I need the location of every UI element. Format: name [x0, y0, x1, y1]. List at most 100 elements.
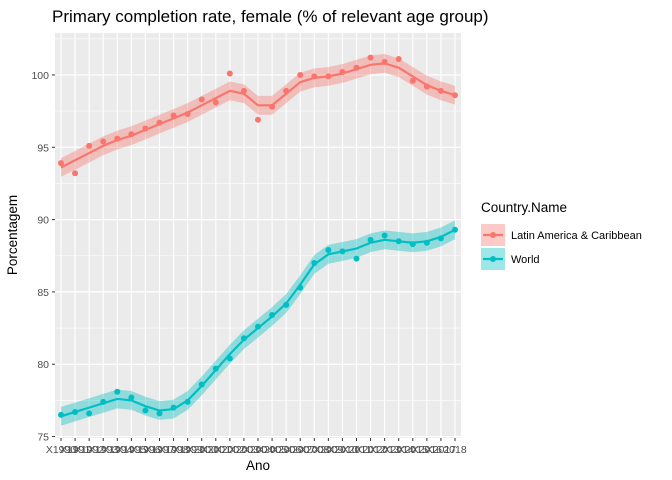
point-world	[297, 284, 304, 291]
chart-title: Primary completion rate, female (% of re…	[52, 7, 489, 26]
point-latin-america-caribbean	[367, 54, 374, 61]
point-latin-america-caribbean	[128, 131, 135, 138]
x-tick-label: X2005	[257, 444, 288, 456]
x-tick-label: X2006	[271, 444, 302, 456]
x-tick-label: 2018	[443, 444, 467, 456]
confidence-bands	[61, 53, 455, 426]
y-tick-label: 90	[37, 215, 49, 227]
band-world	[61, 220, 455, 426]
x-tick-label: X1993	[88, 444, 119, 456]
x-tick-label: X1999	[172, 444, 203, 456]
point-world	[409, 241, 416, 248]
x-axis-title: Ano	[246, 458, 270, 473]
x-axis: X1990X1991X1992X1993X1994X1995X1996X1997…	[46, 438, 467, 456]
point-latin-america-caribbean	[212, 99, 219, 106]
legend-point-latin-america-caribbean	[490, 232, 496, 238]
x-tick-label: X2008	[299, 444, 330, 456]
y-axis: 75 80 85 90 95 100	[31, 70, 55, 444]
point-world	[156, 410, 163, 417]
point-world	[325, 246, 332, 253]
legend: Latin America & Caribbean World	[481, 224, 642, 270]
point-latin-america-caribbean	[255, 116, 261, 123]
point-world	[423, 239, 430, 246]
point-latin-america-caribbean	[325, 73, 332, 80]
point-latin-america-caribbean	[437, 87, 444, 94]
point-world	[170, 404, 177, 411]
legend-label-world: World	[511, 254, 540, 266]
x-tick-label: X2004	[243, 444, 274, 456]
grid	[55, 33, 461, 438]
point-latin-america-caribbean	[240, 87, 247, 94]
point-latin-america-caribbean	[353, 64, 360, 71]
point-world	[269, 312, 276, 319]
x-tick-label: X2011	[342, 444, 372, 456]
legend-label-latin-america-caribbean: Latin America & Caribbean	[511, 230, 642, 242]
point-latin-america-caribbean	[142, 125, 149, 132]
point-world	[367, 236, 374, 243]
point-latin-america-caribbean	[311, 73, 318, 80]
point-latin-america-caribbean	[423, 83, 430, 90]
x-tick-label: X2009	[313, 444, 344, 456]
point-latin-america-caribbean	[395, 56, 402, 63]
point-latin-america-caribbean	[283, 87, 290, 94]
point-world	[437, 235, 444, 242]
data-points	[58, 54, 458, 418]
point-latin-america-caribbean	[86, 142, 93, 149]
point-world	[142, 407, 149, 414]
point-world	[353, 255, 360, 262]
x-tick-label: X2012	[355, 444, 386, 456]
point-world	[198, 381, 205, 388]
point-world	[128, 394, 135, 401]
point-latin-america-caribbean	[269, 103, 276, 110]
point-latin-america-caribbean	[72, 170, 79, 177]
x-tick-label: X2007	[285, 444, 316, 456]
x-tick-label: X2002	[215, 444, 246, 456]
y-tick-label: 85	[37, 287, 49, 299]
point-latin-america-caribbean	[170, 112, 177, 119]
legend-point-world	[490, 256, 496, 262]
point-latin-america-caribbean	[100, 138, 107, 145]
point-world	[226, 355, 233, 362]
point-world	[58, 411, 64, 418]
x-tick-label: X1996	[130, 444, 161, 456]
point-world	[255, 323, 261, 330]
point-world	[240, 335, 247, 342]
x-tick-label: X2016	[412, 444, 443, 456]
point-world	[212, 365, 219, 372]
x-tick-label: X1994	[102, 444, 133, 456]
point-world	[184, 398, 191, 405]
point-world	[311, 259, 318, 266]
point-latin-america-caribbean	[339, 69, 346, 76]
point-latin-america-caribbean	[381, 58, 388, 65]
line-latin-america-caribbean	[60, 62, 456, 169]
point-latin-america-caribbean	[452, 92, 458, 99]
point-world	[114, 388, 121, 395]
x-tick-label: X2014	[384, 444, 415, 456]
x-tick-label: X2017	[426, 444, 457, 456]
x-tick-label: X1995	[116, 444, 147, 456]
point-world	[452, 226, 458, 233]
point-latin-america-caribbean	[156, 119, 163, 126]
point-world	[72, 408, 79, 415]
point-latin-america-caribbean	[58, 160, 64, 167]
point-latin-america-caribbean	[184, 111, 191, 117]
point-world	[283, 301, 290, 308]
y-tick-label: 80	[37, 359, 49, 371]
point-latin-america-caribbean	[198, 96, 205, 103]
legend-title: Country.Name	[481, 200, 567, 215]
x-tick-label: X1990	[46, 444, 77, 456]
x-tick-label: X2001	[201, 444, 232, 456]
point-world	[100, 398, 107, 405]
point-world	[381, 232, 388, 239]
point-latin-america-caribbean	[297, 71, 304, 78]
point-world	[395, 238, 402, 245]
point-latin-america-caribbean	[114, 135, 121, 142]
x-tick-label: X1998	[158, 444, 189, 456]
y-axis-title: Porcentagem	[5, 195, 20, 275]
x-tick-label: X2013	[369, 444, 400, 456]
x-tick-label: X1992	[74, 444, 105, 456]
x-tick-label: X2015	[398, 444, 429, 456]
point-world	[339, 248, 346, 255]
y-tick-label: 75	[37, 432, 49, 444]
